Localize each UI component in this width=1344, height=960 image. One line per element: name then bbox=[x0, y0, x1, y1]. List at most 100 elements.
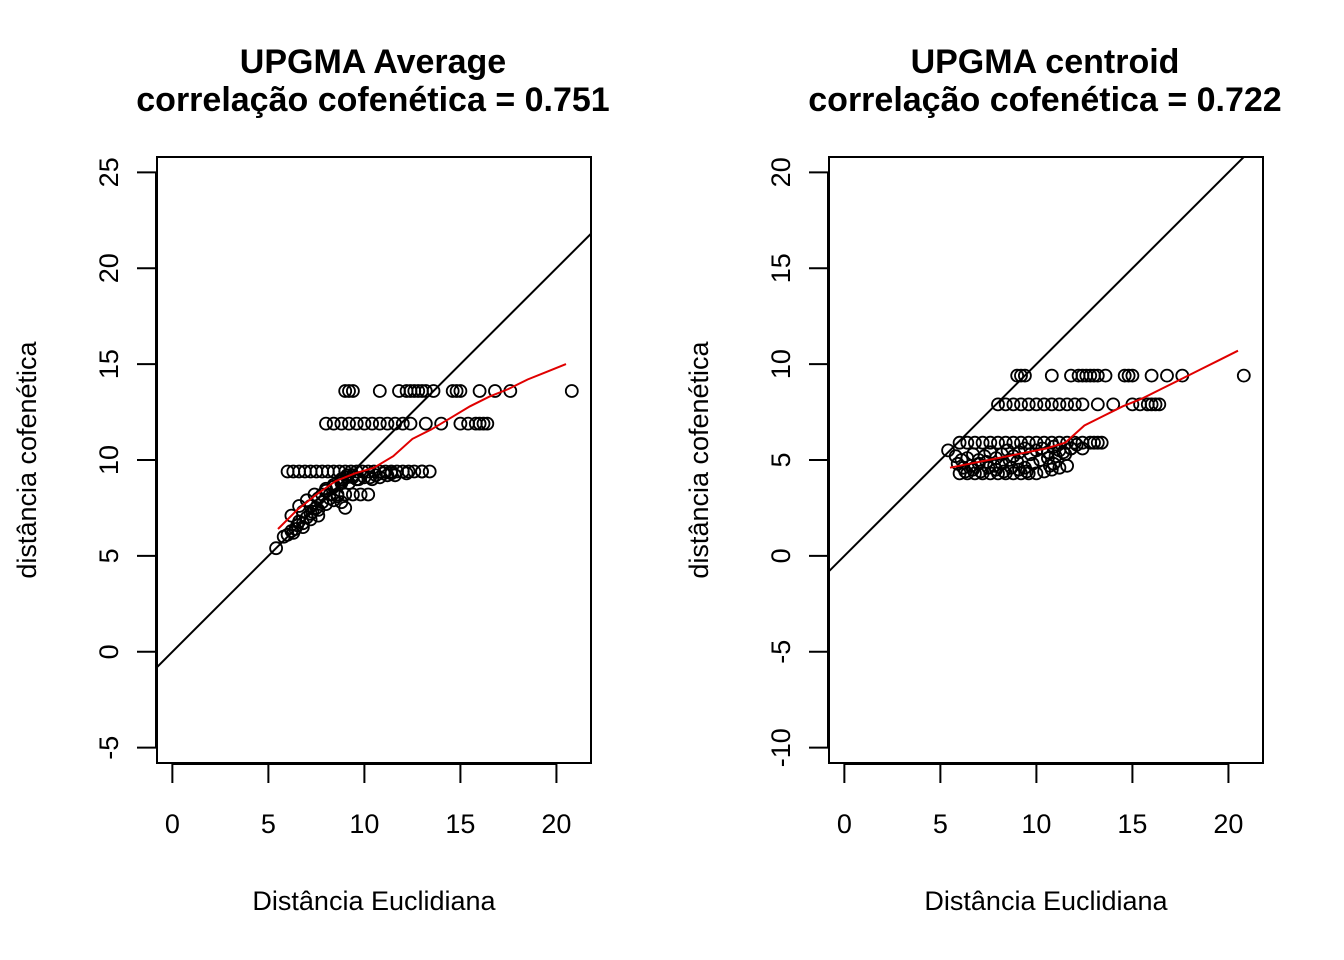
data-point bbox=[338, 384, 353, 398]
data-point bbox=[1019, 464, 1034, 479]
chart-title-line1: UPGMA centroid bbox=[911, 43, 1180, 81]
x-axis-label: Distância Euclidiana bbox=[924, 886, 1168, 916]
plot-marks bbox=[829, 157, 1251, 572]
y-tick-label: -5 bbox=[766, 640, 796, 664]
data-point bbox=[342, 384, 356, 398]
data-point bbox=[401, 464, 416, 479]
data-point bbox=[384, 466, 399, 481]
data-point bbox=[1012, 462, 1026, 477]
y-axis: -5 0 5 10 15 20 25 bbox=[94, 157, 157, 760]
data-point bbox=[453, 384, 468, 398]
x-axis: 0 5 10 15 20 bbox=[165, 763, 571, 839]
data-point bbox=[1090, 435, 1105, 450]
data-point bbox=[342, 416, 356, 431]
data-point bbox=[269, 541, 284, 556]
data-point bbox=[998, 397, 1013, 412]
data-point bbox=[1144, 397, 1159, 412]
data-point bbox=[349, 416, 364, 431]
data-point bbox=[991, 435, 1005, 450]
data-point bbox=[1002, 453, 1017, 467]
data-point bbox=[1004, 460, 1019, 475]
plot-marks bbox=[157, 233, 591, 668]
data-point bbox=[353, 487, 368, 502]
data-point bbox=[1067, 397, 1082, 412]
data-point bbox=[1060, 458, 1074, 473]
chart-title-line1: UPGMA Average bbox=[240, 43, 506, 81]
y-tick-label: 25 bbox=[94, 157, 124, 187]
data-point bbox=[411, 384, 426, 398]
data-point bbox=[1236, 368, 1251, 383]
panel-upgma-average: UPGMA Average correlação cofenética = 0.… bbox=[12, 43, 610, 916]
data-point bbox=[1006, 397, 1021, 412]
panel-upgma-centroid: UPGMA centroid correlação cofenética = 0… bbox=[684, 43, 1282, 916]
data-point bbox=[960, 435, 975, 450]
data-point bbox=[991, 397, 1005, 412]
data-point bbox=[357, 416, 372, 431]
data-point bbox=[1014, 435, 1028, 450]
data-point bbox=[376, 466, 391, 481]
data-point bbox=[449, 384, 464, 398]
y-tick-label: 0 bbox=[766, 548, 796, 563]
data-point bbox=[1094, 435, 1109, 450]
y-tick-label: 15 bbox=[94, 349, 124, 379]
data-point bbox=[365, 416, 380, 431]
data-point bbox=[1148, 397, 1163, 412]
data-point bbox=[1064, 441, 1078, 456]
data-point bbox=[1125, 368, 1140, 383]
y-axis-label: distância cofenética bbox=[12, 340, 42, 578]
data-point bbox=[388, 416, 403, 431]
reference-line bbox=[829, 157, 1246, 572]
data-point bbox=[372, 384, 387, 398]
data-point bbox=[1090, 368, 1105, 383]
data-point bbox=[1021, 397, 1036, 412]
x-tick-label: 15 bbox=[445, 809, 475, 839]
chart-title-line2: correlação cofenética = 0.751 bbox=[136, 81, 609, 119]
y-tick-label: 20 bbox=[766, 157, 796, 187]
data-point bbox=[334, 416, 349, 431]
data-point bbox=[418, 384, 433, 398]
x-tick-label: 0 bbox=[165, 809, 180, 839]
data-point bbox=[453, 416, 468, 431]
data-point bbox=[361, 487, 376, 502]
data-point bbox=[1083, 368, 1098, 383]
data-point bbox=[973, 464, 988, 479]
data-point bbox=[472, 416, 487, 431]
smooth-line bbox=[949, 349, 1239, 469]
x-tick-label: 10 bbox=[1021, 809, 1051, 839]
data-point bbox=[319, 483, 333, 498]
data-point bbox=[564, 384, 579, 398]
y-tick-label: -10 bbox=[766, 728, 796, 767]
x-tick-label: 10 bbox=[349, 809, 379, 839]
data-point bbox=[395, 416, 410, 431]
data-point bbox=[983, 435, 998, 450]
data-point bbox=[422, 464, 437, 479]
data-point bbox=[472, 384, 487, 398]
x-tick-label: 20 bbox=[1213, 809, 1243, 839]
data-point bbox=[311, 508, 326, 523]
data-point bbox=[981, 460, 996, 475]
data-point bbox=[403, 416, 418, 431]
data-point bbox=[303, 512, 318, 527]
data-point bbox=[368, 468, 383, 483]
data-point bbox=[1029, 435, 1044, 450]
data-point bbox=[480, 416, 495, 431]
data-point bbox=[1014, 368, 1028, 383]
data-point bbox=[1037, 397, 1051, 412]
data-point bbox=[1029, 397, 1044, 412]
data-point bbox=[1160, 368, 1174, 383]
data-point bbox=[1098, 368, 1113, 383]
smooth-line bbox=[277, 363, 567, 530]
reference-line bbox=[157, 233, 591, 668]
x-tick-label: 5 bbox=[933, 809, 948, 839]
data-point bbox=[1087, 435, 1101, 450]
data-point bbox=[1052, 397, 1067, 412]
plot-area-box bbox=[156, 156, 592, 764]
data-point bbox=[1060, 397, 1074, 412]
data-point bbox=[996, 464, 1011, 479]
data-point bbox=[445, 384, 460, 398]
data-point bbox=[1144, 368, 1159, 383]
data-point bbox=[1046, 456, 1061, 471]
data-point bbox=[319, 416, 333, 431]
data-point bbox=[365, 472, 380, 487]
